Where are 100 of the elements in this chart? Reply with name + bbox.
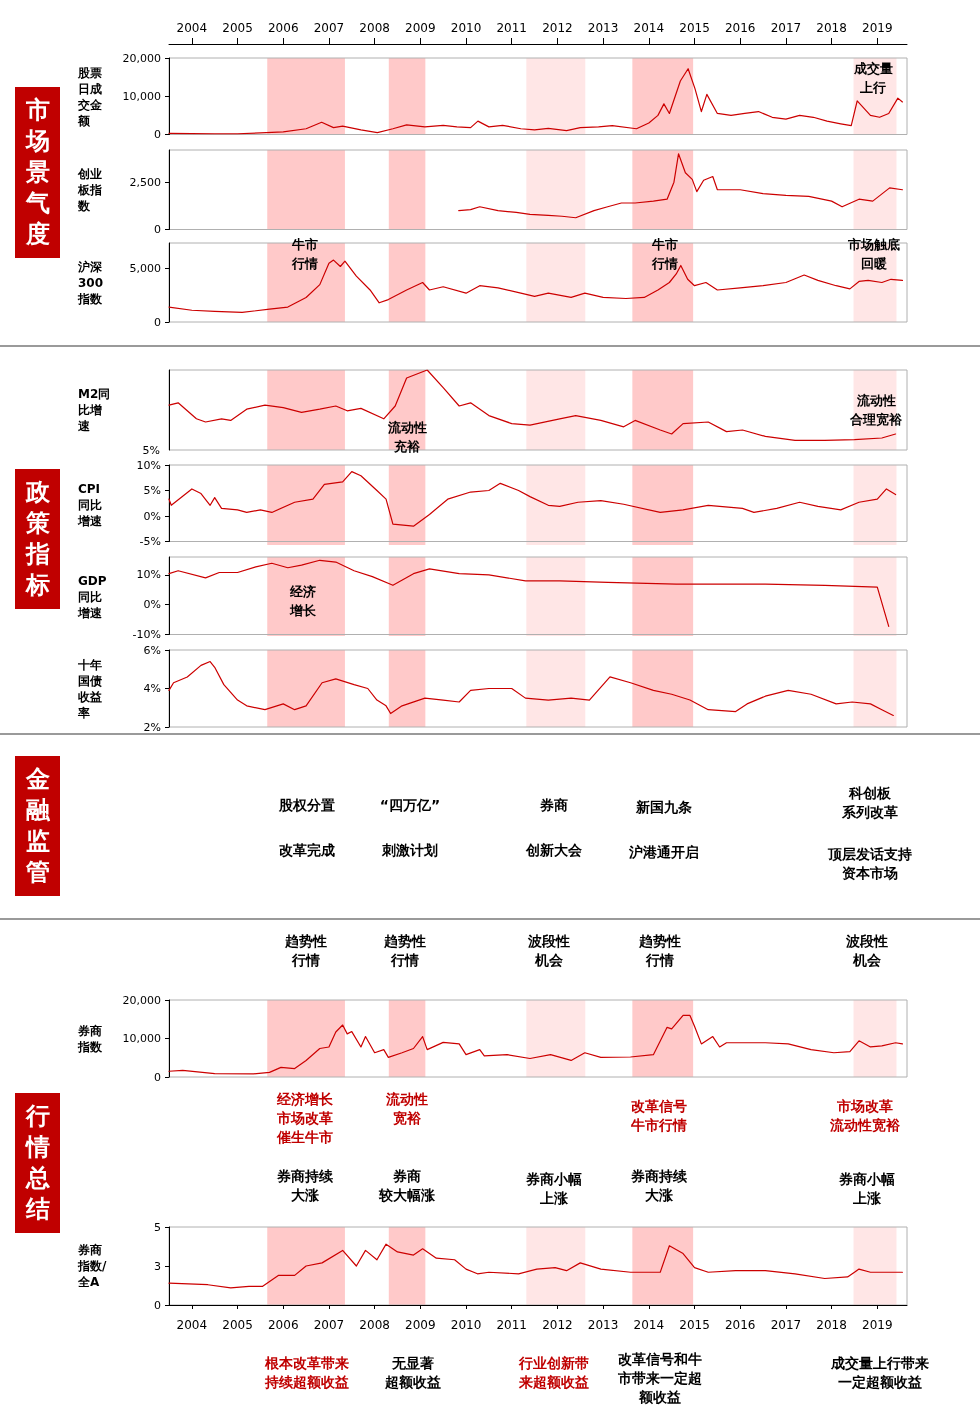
y-axis-title: CPI同比增速 xyxy=(77,482,103,528)
x2-tick-label: 2007 xyxy=(313,21,345,35)
x2-tick-label: 2013 xyxy=(587,21,619,35)
text: 趋势性行情 xyxy=(383,932,426,968)
x-tick-label: 2010 xyxy=(450,1318,482,1332)
text: 券商较大幅涨 xyxy=(378,1167,436,1203)
annotation: 成交量上行 xyxy=(852,61,893,95)
text: 无显著超额收益 xyxy=(384,1354,441,1390)
text: 改革信号牛市行情 xyxy=(630,1097,687,1133)
y-axis-title: 十年国债收益率 xyxy=(77,657,102,720)
x-tick-label: 2007 xyxy=(313,1318,345,1332)
y-tick-label: 0% xyxy=(143,509,161,523)
x2-tick-label: 2006 xyxy=(267,21,299,35)
y-axis-title: 股票日成交金额 xyxy=(77,65,103,128)
x2-tick-label: 2004 xyxy=(176,21,208,35)
x-tick-label: 2008 xyxy=(359,1318,390,1332)
y-tick-label: 0 xyxy=(154,1070,161,1084)
x2-tick-label: 2014 xyxy=(633,21,665,35)
text: 新国九条 xyxy=(635,799,692,815)
annotation: 流动性合理宽裕 xyxy=(849,393,903,427)
text: 行情总结 xyxy=(24,1100,51,1225)
annotation: 牛市行情 xyxy=(291,237,318,271)
text: 沪港通开启 xyxy=(628,844,699,860)
x2-tick-label: 2005 xyxy=(222,21,253,35)
y-axis-title: 券商指数/全A xyxy=(77,1243,107,1289)
y-axis-title: 券商指数 xyxy=(77,1023,103,1054)
y-tick-label: 4% xyxy=(143,682,161,695)
y-tick-label: 0 xyxy=(154,223,161,236)
y-axis-title: 沪深300指数 xyxy=(77,259,104,306)
x2-tick-label: 2010 xyxy=(450,21,482,35)
x2-tick-label: 2018 xyxy=(816,21,847,35)
text: 刺激计划 xyxy=(381,842,438,858)
line-series xyxy=(168,559,890,628)
text: 行业创新带来超额收益 xyxy=(518,1354,589,1390)
x-tick-label: 2004 xyxy=(176,1318,208,1332)
text: 券商小幅上涨 xyxy=(838,1170,895,1206)
x-tick-label: 2016 xyxy=(724,1318,756,1332)
x-tick-label: 2019 xyxy=(862,1318,893,1332)
text: 创新大会 xyxy=(525,842,583,858)
text: 经济增长市场改革催生牛市 xyxy=(276,1091,334,1145)
x2-tick-label: 2012 xyxy=(542,21,573,35)
text: 券商小幅上涨 xyxy=(525,1170,582,1206)
y-tick-label: 0% xyxy=(143,598,161,612)
x2-tick-label: 2016 xyxy=(724,21,756,35)
x-tick-label: 2013 xyxy=(587,1318,619,1332)
y-tick-label: -5% xyxy=(139,535,161,548)
line-series xyxy=(168,471,897,527)
y-tick-label: 5 xyxy=(154,1220,161,1234)
text: 趋势性行情 xyxy=(638,932,681,968)
y-tick-label: 10,000 xyxy=(122,89,161,103)
text: 顶层发话支持资本市场 xyxy=(827,845,912,881)
y-tick-label: 5,000 xyxy=(129,262,161,276)
x2-tick-label: 2015 xyxy=(679,21,710,35)
x2-tick-label: 2011 xyxy=(496,21,527,35)
text: 券商持续大涨 xyxy=(276,1167,334,1203)
text: 市场景气度 xyxy=(24,95,51,250)
y-tick-label: 2,500 xyxy=(129,175,161,189)
line-series xyxy=(168,259,904,313)
y-axis-title: M2同比增速 xyxy=(77,387,111,433)
x2-tick-label: 2008 xyxy=(359,21,390,35)
text: 改革信号和牛市带来一定超额收益 xyxy=(617,1351,702,1405)
x-tick-label: 2017 xyxy=(770,1318,802,1332)
y-tick-label: 10,000 xyxy=(122,1032,161,1045)
text: 科创板系列改革 xyxy=(841,784,898,820)
text: 波段性机会 xyxy=(845,932,888,968)
text: 金融监管 xyxy=(24,763,51,888)
x-tick-label: 2011 xyxy=(496,1318,527,1332)
text: 券商 xyxy=(539,797,568,813)
x-tick-label: 2005 xyxy=(222,1318,253,1332)
line-series xyxy=(168,1014,904,1075)
text: 市场改革流动性宽裕 xyxy=(829,1097,901,1133)
annotation: 牛市行情 xyxy=(651,237,678,271)
y-tick-label: 5% xyxy=(143,484,161,497)
y-tick-label: 0 xyxy=(154,1298,161,1312)
y-tick-label: 10% xyxy=(136,458,161,472)
y-axis-title: GDP同比增速 xyxy=(77,573,107,620)
y-tick-label: -10% xyxy=(132,628,161,641)
line-series xyxy=(168,1243,904,1289)
text: 股权分置 xyxy=(278,797,335,813)
y-tick-label: 0 xyxy=(154,315,161,329)
y-tick-label: 20,000 xyxy=(122,993,161,1007)
text: 券商持续大涨 xyxy=(630,1167,688,1203)
y-tick-label: 20,000 xyxy=(122,51,161,65)
x-tick-label: 2014 xyxy=(633,1318,665,1332)
text: 成交量上行带来一定超额收益 xyxy=(830,1354,929,1390)
line-series xyxy=(168,660,894,717)
line-series xyxy=(458,153,904,219)
x-tick-label: 2015 xyxy=(679,1318,710,1332)
y-tick-label: 0 xyxy=(154,128,161,141)
annotation: 流动性充裕 xyxy=(386,420,427,454)
x-tick-label: 2012 xyxy=(542,1318,573,1332)
annotation: 市场触底回暖 xyxy=(847,237,900,271)
text: 波段性机会 xyxy=(527,932,570,968)
y-tick-label: 10% xyxy=(136,568,161,582)
x2-tick-label: 2017 xyxy=(770,21,802,35)
text: “四万亿” xyxy=(379,797,441,813)
text: 政策指标 xyxy=(24,477,51,601)
text: 改革完成 xyxy=(279,842,335,858)
x-tick-label: 2006 xyxy=(267,1318,299,1332)
y-tick-label: 2% xyxy=(143,720,161,734)
